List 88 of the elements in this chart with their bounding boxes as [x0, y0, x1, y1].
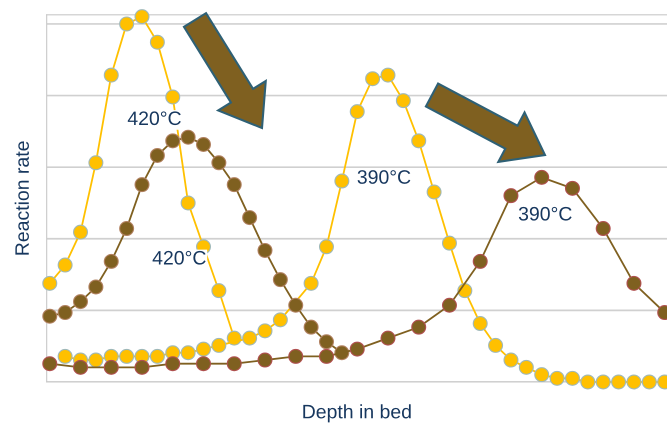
point: [73, 360, 88, 375]
point: [503, 188, 518, 204]
point: [211, 338, 226, 353]
point: [318, 239, 334, 254]
point: [104, 360, 119, 375]
point: [318, 348, 334, 364]
point: [58, 305, 73, 320]
point: [119, 221, 134, 236]
point: [472, 254, 488, 269]
point: [165, 133, 180, 148]
point: [73, 224, 88, 240]
point: [380, 330, 396, 346]
point: [150, 348, 165, 364]
point: [165, 90, 180, 105]
point: [272, 312, 288, 328]
point: [42, 276, 58, 291]
point: [42, 356, 58, 372]
point: [73, 294, 88, 310]
point: [180, 195, 196, 210]
point: [411, 320, 426, 335]
annotation: 420°C: [128, 111, 181, 126]
point: [180, 130, 196, 145]
point: [288, 348, 304, 364]
annotation: 420°C: [152, 250, 206, 265]
point: [272, 272, 288, 288]
point: [134, 177, 150, 192]
y-axis-title: Reaction rate: [14, 141, 29, 255]
point: [304, 276, 319, 291]
point: [226, 356, 242, 372]
point: [119, 16, 134, 32]
point: [134, 9, 150, 24]
point: [442, 298, 457, 313]
x-axis-title: Depth in bed: [303, 404, 411, 422]
point: [350, 104, 365, 120]
point: [642, 374, 657, 390]
point: [242, 330, 258, 346]
point: [58, 348, 73, 364]
annotation: 390°C: [358, 170, 410, 184]
point: [104, 68, 119, 83]
point: [242, 210, 258, 226]
point: [196, 342, 211, 357]
point: [596, 221, 611, 236]
point: [42, 308, 58, 324]
point: [257, 242, 272, 258]
point: [88, 155, 104, 170]
point: [288, 298, 304, 313]
point: [211, 155, 226, 170]
point: [88, 279, 104, 294]
point: [334, 174, 350, 189]
point: [104, 254, 119, 269]
point: [365, 71, 380, 86]
point: [180, 345, 196, 360]
point: [626, 276, 642, 291]
point: [88, 352, 104, 368]
point: [119, 348, 134, 364]
point: [196, 137, 211, 152]
point: [550, 370, 565, 386]
point: [196, 356, 211, 372]
point: [596, 374, 611, 390]
point: [257, 352, 272, 368]
point: [564, 370, 580, 386]
point: [304, 320, 319, 335]
point: [165, 356, 180, 372]
annotation: 390°C: [518, 206, 572, 221]
point: [226, 177, 242, 192]
point: [518, 360, 534, 375]
point: [150, 34, 165, 50]
point: [411, 133, 426, 148]
point: [380, 68, 396, 83]
point: [257, 323, 272, 338]
point: [350, 342, 365, 357]
point: [503, 352, 518, 368]
point: [318, 334, 334, 350]
point: [534, 367, 550, 382]
point: [564, 180, 580, 196]
point: [150, 148, 165, 163]
point: [426, 184, 442, 200]
point: [134, 360, 150, 375]
point: [396, 93, 411, 108]
point: [488, 338, 504, 353]
point: [211, 283, 226, 298]
point: [472, 316, 488, 332]
point: [611, 374, 626, 390]
point: [534, 170, 550, 185]
point: [626, 374, 642, 390]
point: [580, 374, 596, 390]
point: [442, 236, 457, 251]
point: [58, 258, 73, 273]
